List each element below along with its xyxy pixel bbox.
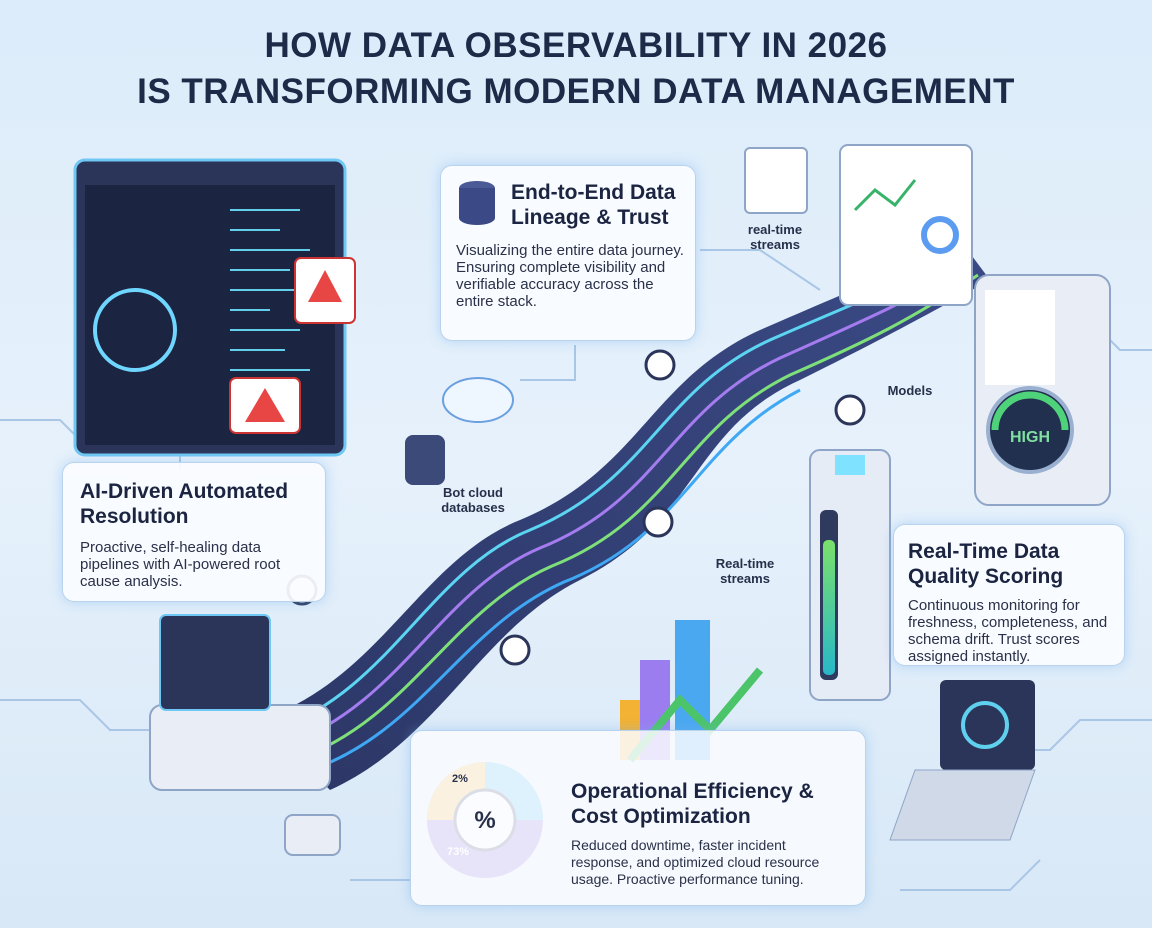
code-lines bbox=[230, 209, 310, 391]
card-title: Real-Time Data Quality Scoring bbox=[908, 540, 1064, 588]
base-server bbox=[149, 614, 341, 856]
label: Real-time streams bbox=[715, 556, 775, 586]
gauge-label: HIGH bbox=[1010, 429, 1050, 446]
laptop bbox=[889, 680, 1036, 841]
data-stream bbox=[260, 240, 990, 790]
cloud bbox=[405, 377, 514, 485]
database-icon bbox=[459, 181, 495, 225]
card: Operational Efficiency & Cost Optimizati… bbox=[410, 730, 866, 906]
stream-lines bbox=[274, 250, 979, 774]
pie-label: % bbox=[474, 807, 496, 834]
title-line: HOW DATA OBSERVABILITY IN 2026 bbox=[264, 26, 888, 65]
title-line: IS TRANSFORMING MODERN DATA MANAGEMENT bbox=[137, 72, 1015, 111]
card: AI-Driven Automated Resolution Proactive… bbox=[62, 462, 326, 602]
alert bbox=[229, 257, 356, 434]
label: real-time streams bbox=[747, 222, 803, 252]
circuit-lines bbox=[0, 249, 1152, 891]
card-body: Proactive, self-healing data pipelines w… bbox=[80, 539, 281, 590]
card: Real-Time Data Quality Scoring Continuou… bbox=[893, 524, 1125, 666]
card-body: Continuous monitoring for freshness, com… bbox=[908, 597, 1108, 665]
label: Models bbox=[887, 383, 933, 398]
pie-label: 2% bbox=[452, 773, 468, 785]
card-title: AI-Driven Automated Resolution bbox=[80, 480, 289, 528]
card: End-to-End Data Lineage & Trust Visualiz… bbox=[440, 165, 696, 341]
card-title: End-to-End Data Lineage & Trust bbox=[511, 181, 676, 229]
card-title: Operational Efficiency & Cost Optimizati… bbox=[571, 780, 814, 828]
server-tower bbox=[809, 449, 891, 701]
label: Bot cloud databases bbox=[441, 485, 505, 515]
card-body: Reduced downtime, faster incident respon… bbox=[571, 837, 820, 887]
gauge-panel bbox=[974, 274, 1111, 506]
dashboard-top bbox=[744, 144, 973, 306]
card-body: Visualizing the entire data journey. Ens… bbox=[456, 242, 684, 310]
pie-label: 73% bbox=[446, 846, 470, 858]
